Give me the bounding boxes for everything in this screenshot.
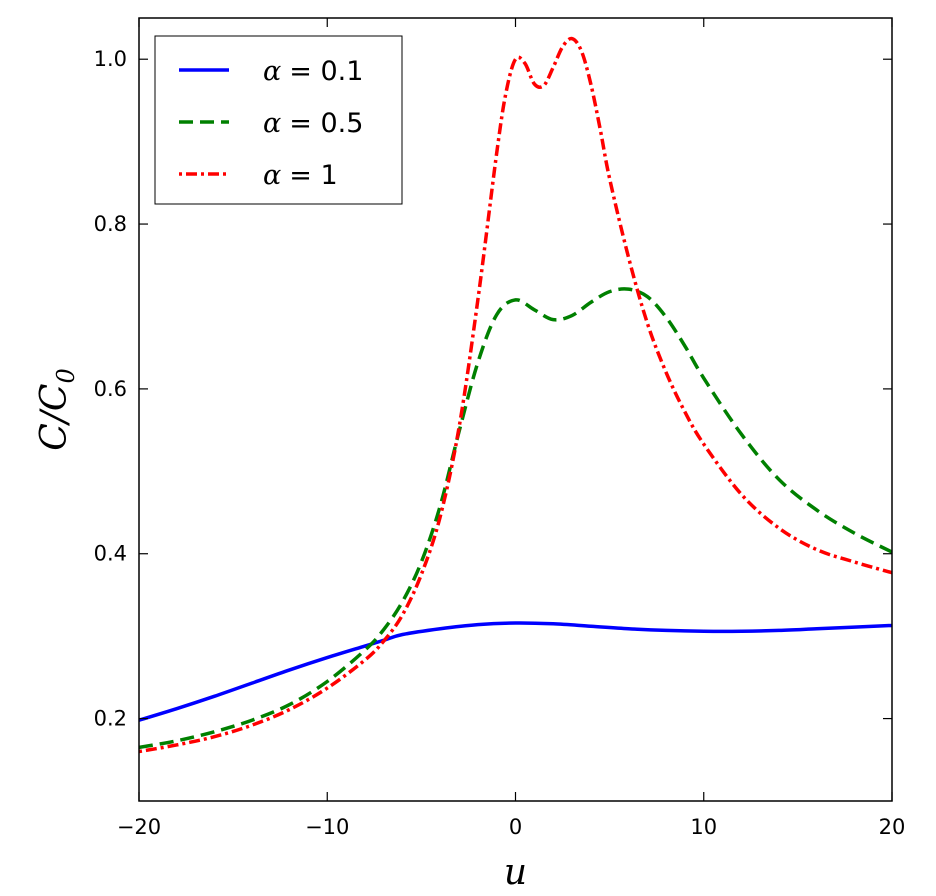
x-tick-label: 20 (879, 815, 906, 839)
y-axis-title-subscript: 0 (52, 368, 80, 383)
x-tick-label: −10 (305, 815, 349, 839)
legend: α = 0.1 α = 0.5 α = 1 (154, 35, 403, 205)
x-axis-title: u (504, 852, 527, 893)
series-line-2 (139, 287, 892, 750)
plot-area (139, 36, 892, 754)
series-line-3 (139, 36, 892, 754)
x-tick-label: −20 (117, 815, 161, 839)
series-line-1 (139, 621, 892, 722)
legend-label-1: α = 0.1 (263, 56, 363, 87)
y-axis: 0.2 0.4 0.6 0.8 1.0 (94, 47, 892, 731)
y-tick-label: 0.6 (94, 377, 127, 401)
x-tick-label: 10 (690, 815, 717, 839)
y-axis-title-main: C/C (34, 384, 75, 451)
y-tick-label: 0.4 (94, 542, 127, 566)
y-tick-label: 0.2 (94, 707, 127, 731)
x-axis: −20 −10 0 10 20 (117, 18, 906, 839)
x-tick-label: 0 (509, 815, 522, 839)
y-axis-title: C/C0 (34, 368, 80, 451)
legend-label-2: α = 0.5 (263, 108, 363, 139)
legend-label-3: α = 1 (263, 160, 338, 191)
y-tick-label: 1.0 (94, 47, 127, 71)
legend-box (154, 35, 403, 205)
y-tick-label: 0.8 (94, 212, 127, 236)
